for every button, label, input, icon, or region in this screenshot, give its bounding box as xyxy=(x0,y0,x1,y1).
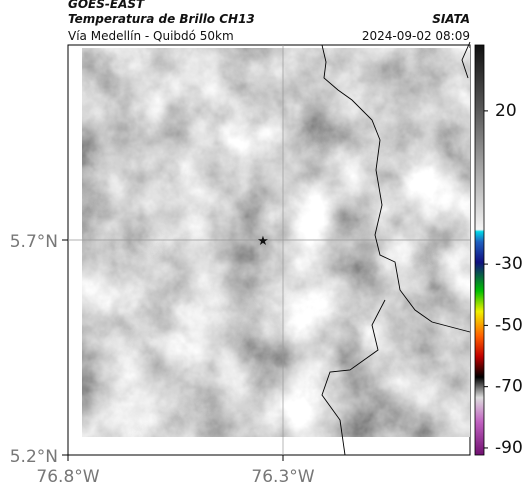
colorbar-tick-label: -90 xyxy=(495,438,523,458)
title: GOES-EAST xyxy=(68,0,145,11)
subtitle: Temperatura de Brillo CH13 xyxy=(68,12,255,26)
lat-label: 5.7°N xyxy=(10,232,58,252)
border-line xyxy=(321,44,471,333)
location-star: ★ xyxy=(257,234,269,249)
colorbar xyxy=(474,44,485,456)
source: SIATA xyxy=(432,12,470,26)
region: Vía Medellín - Quibdó 50km xyxy=(68,29,234,43)
border-line xyxy=(321,299,386,456)
colorbar-tick-label: 20 xyxy=(495,101,517,121)
lon-label: 76.8°W xyxy=(36,467,99,487)
satellite-image xyxy=(82,48,470,437)
colorbar-tick-label: -70 xyxy=(495,377,523,397)
border-line xyxy=(461,41,471,79)
colorbar-tick-label: -50 xyxy=(495,315,523,335)
timestamp: 2024-09-02 08:09 xyxy=(362,29,470,43)
lon-label: 76.3°W xyxy=(251,467,314,487)
lat-label: 5.2°N xyxy=(10,447,58,467)
colorbar-tick-label: -30 xyxy=(495,254,523,274)
